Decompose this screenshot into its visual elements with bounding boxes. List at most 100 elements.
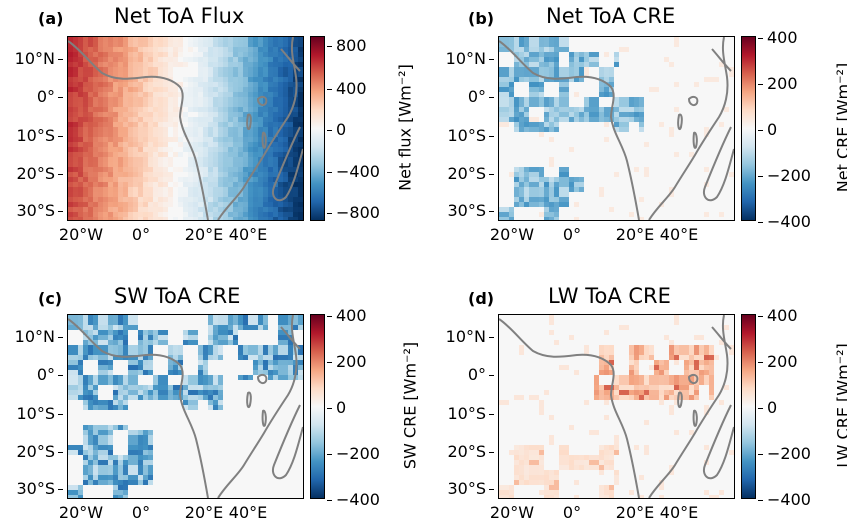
longitude-tick-label: 40°E — [659, 503, 699, 522]
lake-outline — [687, 95, 699, 107]
longitude-tick-label: 20°W — [489, 225, 535, 244]
longitude-tick-label: 20°W — [58, 503, 104, 522]
colorbar-tick: −800 — [327, 203, 380, 222]
panel-letter: (d) — [468, 289, 495, 308]
latitude-tick-label: 0° — [0, 87, 63, 106]
colorbar-label: Net flux [Wm⁻²] — [395, 64, 415, 191]
colorbar-tick: 0 — [757, 398, 778, 417]
colorbar-tick: −400 — [327, 162, 380, 181]
map-lw-toa-cre — [498, 314, 735, 499]
colorbar-tick: −200 — [758, 444, 811, 463]
coastline — [703, 126, 734, 202]
colorbar-tick: 400 — [758, 306, 798, 325]
lake-outline — [677, 391, 683, 409]
longitude-tick-label: 0° — [131, 503, 151, 522]
latitude-tick-label: 30°S — [426, 201, 494, 220]
lake-outline — [261, 131, 267, 149]
longitude-tick-label: 0° — [131, 225, 151, 244]
panel-title: Net ToA Flux — [114, 4, 245, 28]
colorbar — [310, 314, 325, 499]
latitude-tick-label: 0° — [426, 87, 494, 106]
lake-outline — [256, 373, 268, 385]
colorbar-tick: −200 — [758, 166, 811, 185]
latitude-tick-label: 30°S — [0, 479, 63, 498]
longitude-tick-label: 20°W — [58, 225, 104, 244]
coastline — [68, 315, 301, 498]
colorbar-tick: −400 — [758, 212, 811, 231]
colorbar-tick: 400 — [758, 28, 798, 47]
latitude-tick-label: 0° — [426, 365, 494, 384]
longitude-tick-label: 40°E — [228, 225, 268, 244]
latitude-tick-label: 10°N — [0, 327, 63, 346]
latitude-tick-label: 0° — [0, 365, 63, 384]
colorbar-tick: 800 — [327, 36, 367, 55]
latitude-tick-label: 20°S — [426, 164, 494, 183]
colorbar-tick: −200 — [327, 444, 380, 463]
map-net-toa-cre — [498, 36, 735, 221]
longitude-tick-label: 20°E — [184, 503, 224, 522]
map-canvas — [499, 37, 734, 220]
map-sw-toa-cre — [67, 314, 304, 499]
coastline — [272, 126, 303, 202]
map-net-toa-flux — [67, 36, 304, 221]
lake-outline — [246, 113, 252, 131]
coastline — [499, 37, 732, 220]
colorbar-label: Net CRE [Wm⁻²] — [833, 62, 847, 193]
panel-title: SW ToA CRE — [114, 284, 241, 308]
colorbar-tick: −400 — [327, 490, 380, 509]
latitude-tick-label: 20°S — [0, 164, 63, 183]
longitude-tick-label: 20°E — [184, 225, 224, 244]
panel-letter: (a) — [38, 9, 64, 28]
map-canvas — [499, 315, 734, 498]
panel-letter: (c) — [38, 289, 63, 308]
map-canvas — [68, 315, 303, 498]
colorbar-tick: 0 — [326, 398, 347, 417]
coastline — [68, 37, 301, 220]
colorbar-tick: 0 — [757, 120, 778, 139]
latitude-tick-label: 10°N — [426, 49, 494, 68]
colorbar-tick: 400 — [327, 306, 367, 325]
lake-outline — [692, 409, 698, 427]
latitude-tick-label: 10°S — [0, 126, 63, 145]
longitude-tick-label: 40°E — [228, 503, 268, 522]
colorbar — [310, 36, 325, 221]
latitude-tick-label: 10°N — [426, 327, 494, 346]
longitude-tick-label: 40°E — [659, 225, 699, 244]
longitude-tick-label: 0° — [562, 503, 582, 522]
colorbar-label: SW CRE [Wm⁻²] — [400, 341, 420, 470]
colorbar-tick: 200 — [758, 352, 798, 371]
lake-outline — [692, 131, 698, 149]
coastline — [703, 404, 734, 480]
latitude-tick-label: 30°S — [0, 201, 63, 220]
colorbar-tick: −400 — [758, 490, 811, 509]
latitude-tick-label: 20°S — [0, 442, 63, 461]
colorbar-tick: 0 — [326, 120, 347, 139]
colorbar-tick: 400 — [327, 79, 367, 98]
colorbar-tick: 200 — [758, 74, 798, 93]
longitude-tick-label: 20°E — [615, 503, 655, 522]
longitude-tick-label: 20°E — [615, 225, 655, 244]
colorbar — [741, 36, 756, 221]
latitude-tick-label: 10°S — [0, 404, 63, 423]
latitude-tick-label: 30°S — [426, 479, 494, 498]
latitude-tick-label: 20°S — [426, 442, 494, 461]
lake-outline — [687, 373, 699, 385]
panel-title: Net ToA CRE — [546, 4, 676, 28]
colorbar-tick: 200 — [327, 352, 367, 371]
lake-outline — [261, 409, 267, 427]
colorbar-label: LW CRE [Wm⁻²] — [833, 343, 847, 468]
map-canvas — [68, 37, 303, 220]
lake-outline — [256, 95, 268, 107]
longitude-tick-label: 20°W — [489, 503, 535, 522]
lake-outline — [246, 391, 252, 409]
coastline — [499, 315, 732, 498]
coastline — [272, 404, 303, 480]
latitude-tick-label: 10°S — [426, 126, 494, 145]
latitude-tick-label: 10°N — [0, 49, 63, 68]
longitude-tick-label: 0° — [562, 225, 582, 244]
latitude-tick-label: 10°S — [426, 404, 494, 423]
lake-outline — [677, 113, 683, 131]
panel-title: LW ToA CRE — [548, 284, 671, 308]
colorbar — [741, 314, 756, 499]
panel-letter: (b) — [468, 9, 495, 28]
